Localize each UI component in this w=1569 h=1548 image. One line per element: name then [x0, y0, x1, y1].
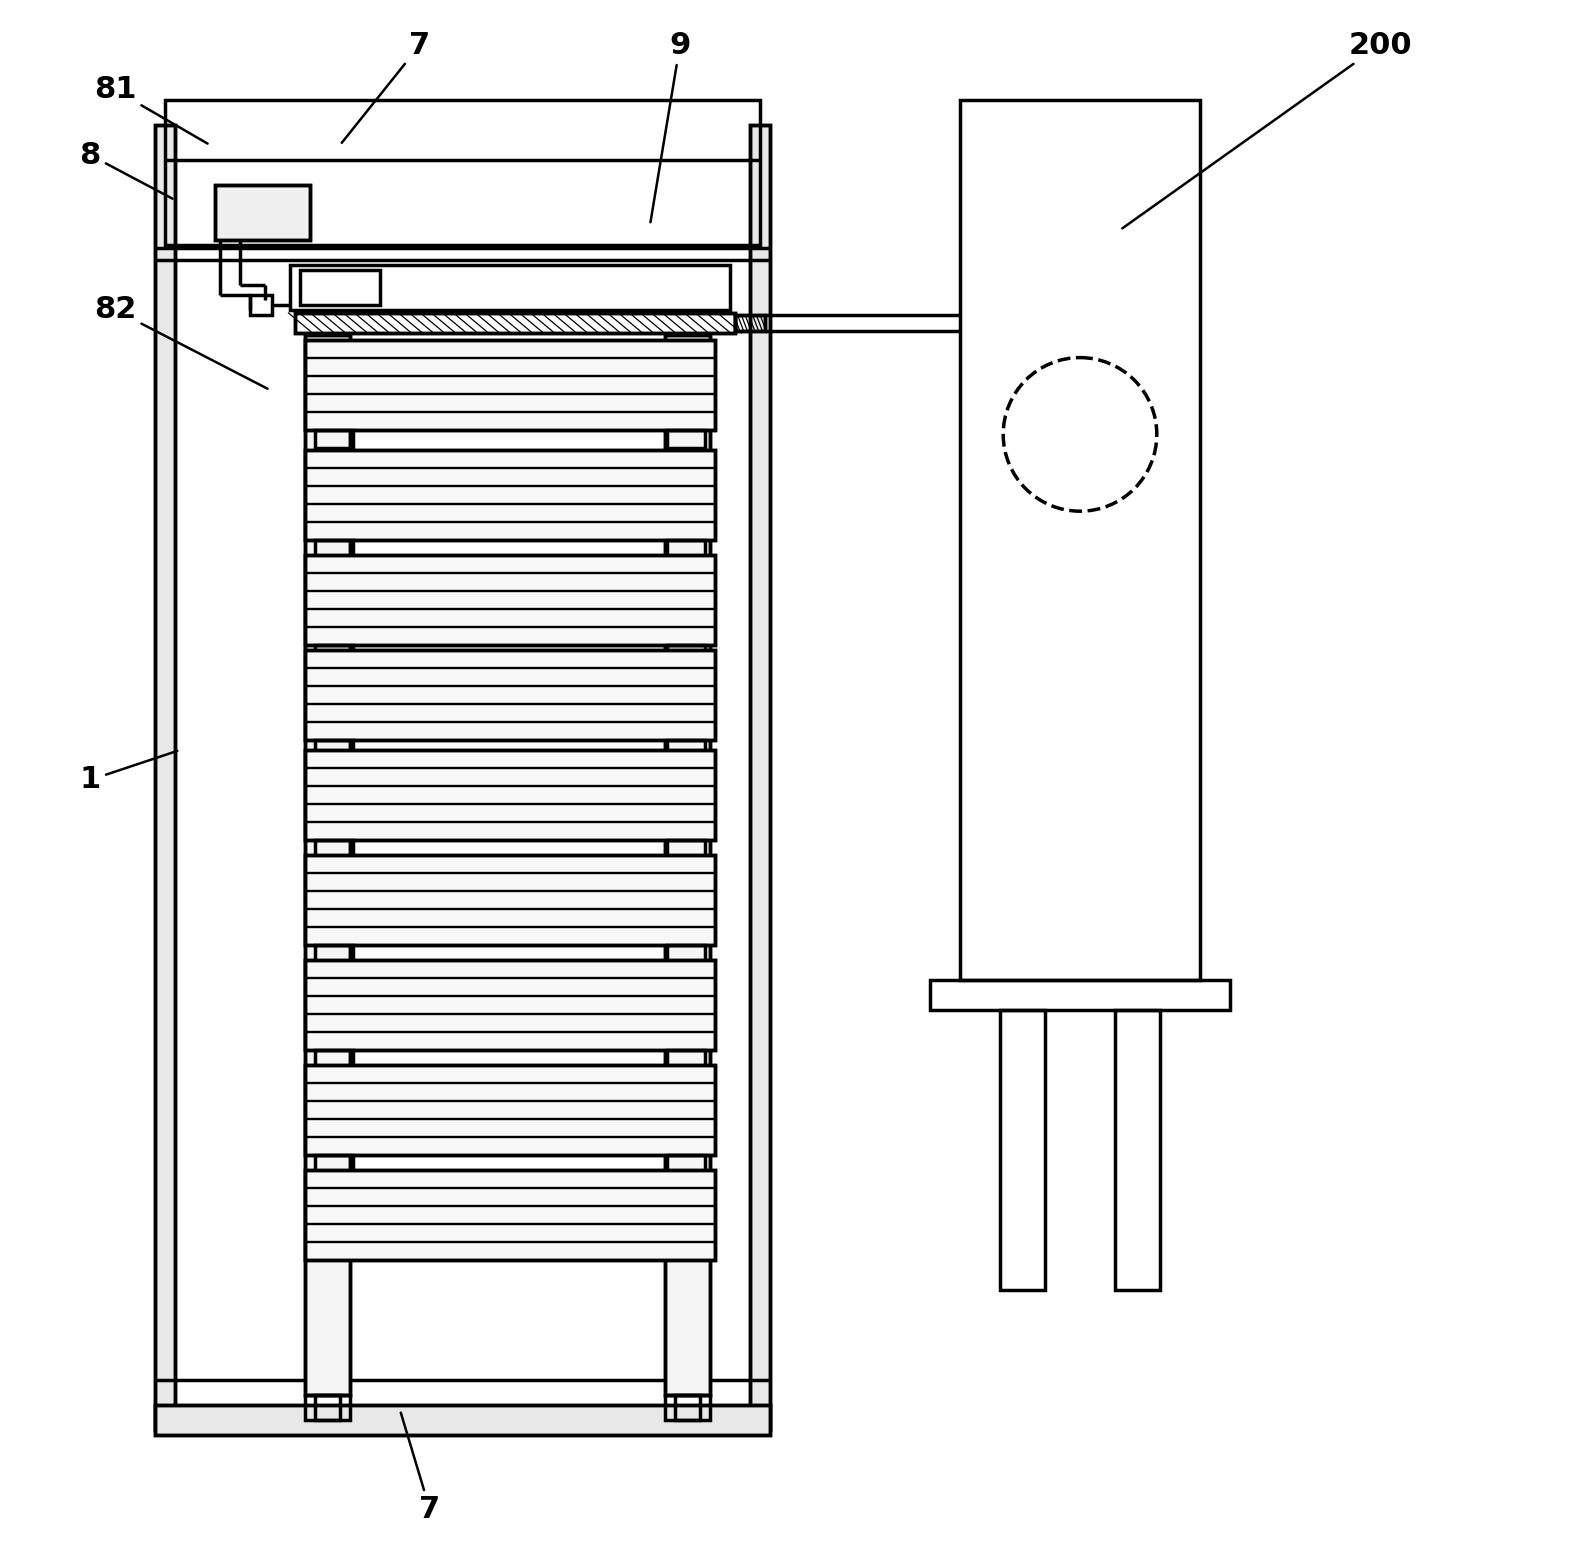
Bar — [315, 1155, 353, 1173]
Bar — [667, 430, 704, 447]
Bar — [155, 125, 176, 1430]
Bar — [304, 1170, 715, 1260]
Bar — [155, 125, 176, 1430]
Bar — [315, 646, 353, 663]
Bar — [315, 1395, 350, 1420]
Bar — [304, 334, 350, 1395]
Bar — [315, 540, 353, 557]
Bar — [315, 944, 353, 963]
Text: 8: 8 — [80, 141, 173, 198]
Text: 7: 7 — [342, 31, 430, 142]
Bar — [304, 749, 715, 841]
Bar — [304, 341, 715, 430]
Text: 7: 7 — [400, 1413, 441, 1525]
Bar — [304, 650, 715, 740]
Bar — [960, 101, 1200, 980]
Bar — [667, 646, 704, 663]
Bar — [750, 125, 770, 1430]
Bar — [667, 841, 704, 858]
Bar — [930, 980, 1230, 1009]
Bar — [215, 186, 311, 240]
Bar — [165, 101, 759, 245]
Text: 81: 81 — [94, 76, 207, 144]
Bar — [249, 296, 271, 314]
Bar — [667, 1050, 704, 1068]
Text: 1: 1 — [80, 751, 177, 794]
Bar — [665, 1395, 700, 1420]
Bar — [215, 186, 311, 240]
Bar — [295, 313, 734, 333]
Bar — [750, 125, 770, 1430]
Bar — [667, 1155, 704, 1173]
Text: 82: 82 — [94, 296, 268, 389]
Bar — [300, 269, 380, 305]
Text: 9: 9 — [651, 31, 690, 223]
Bar — [304, 556, 715, 646]
Bar — [304, 650, 715, 740]
Text: 200: 200 — [1122, 31, 1412, 229]
Bar — [304, 556, 715, 646]
Bar — [675, 1395, 711, 1420]
Bar — [665, 334, 711, 1395]
Bar — [304, 1065, 715, 1155]
Bar — [667, 944, 704, 963]
Bar — [155, 1406, 770, 1435]
Bar — [304, 854, 715, 944]
Bar — [667, 740, 704, 759]
Bar — [665, 334, 711, 1395]
Bar — [304, 960, 715, 1050]
Bar — [304, 1395, 340, 1420]
Bar — [315, 841, 353, 858]
Bar — [1116, 1009, 1159, 1289]
Bar — [667, 540, 704, 557]
Bar — [315, 740, 353, 759]
Bar — [304, 960, 715, 1050]
Bar — [304, 341, 715, 430]
Bar — [734, 314, 766, 331]
Bar — [304, 854, 715, 944]
Bar — [304, 749, 715, 841]
Bar — [304, 450, 715, 540]
Bar — [304, 1065, 715, 1155]
Bar — [315, 430, 353, 447]
Bar — [315, 1050, 353, 1068]
Bar — [304, 450, 715, 540]
Bar — [290, 265, 730, 310]
Bar — [304, 1170, 715, 1260]
Bar — [295, 313, 734, 333]
Bar — [734, 314, 766, 331]
Bar — [999, 1009, 1045, 1289]
Bar — [304, 334, 350, 1395]
Bar — [155, 1406, 770, 1435]
